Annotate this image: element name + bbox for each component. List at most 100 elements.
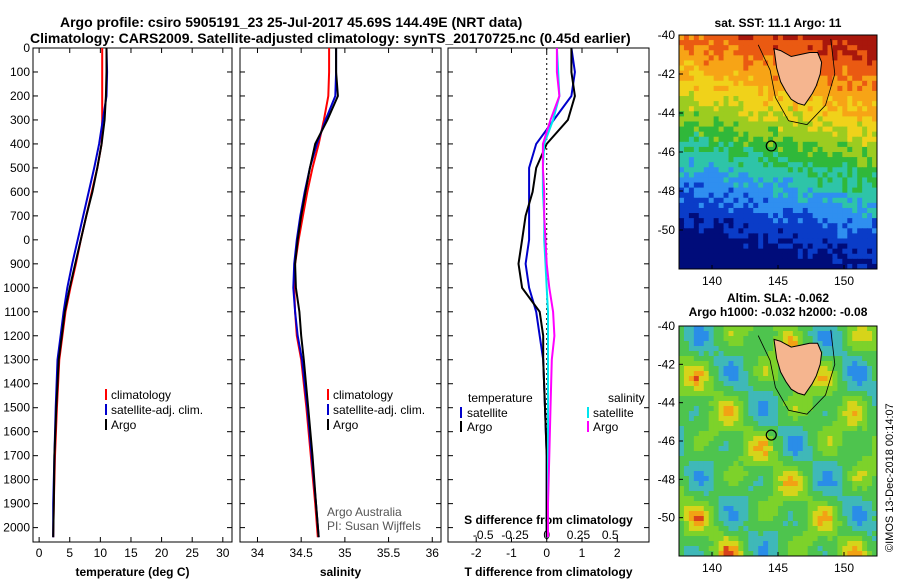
map-title: sat. SST: 11.1 Argo: 11 xyxy=(715,16,842,30)
map-title-line-1: Altim. SLA: -0.062 xyxy=(727,291,829,305)
legend-label: climatology xyxy=(111,388,171,402)
x-tick-label: 145 xyxy=(768,274,788,288)
y-tick-label: 100 xyxy=(10,65,30,79)
y-tick-label: 2000 xyxy=(3,521,30,535)
series-line-temperature-argo xyxy=(517,48,576,538)
x-tick-label: 145 xyxy=(768,561,788,575)
x-axis-label: temperature (deg C) xyxy=(75,565,189,579)
legend-label: satellite xyxy=(467,406,508,420)
y-tick-label: 1500 xyxy=(3,401,30,415)
secondary-tick-label: -0.25 xyxy=(501,528,529,542)
legend-label: Argo xyxy=(593,420,619,434)
y-tick-label: -46 xyxy=(658,145,676,159)
legend-label: Argo xyxy=(111,418,137,432)
secondary-tick-label: -0.5 xyxy=(473,528,494,542)
x-axis-label: T difference from climatology xyxy=(464,565,632,579)
note-line-2: PI: Susan Wijffels xyxy=(327,519,421,533)
legend-label: satellite xyxy=(593,406,634,420)
tasmania-land xyxy=(773,338,823,396)
y-tick-label: -44 xyxy=(658,396,676,410)
series-line-salinity-argo_salinity xyxy=(541,48,561,538)
y-tick-label: 1200 xyxy=(3,329,30,343)
y-tick-label: -40 xyxy=(658,319,676,333)
y-tick-label: 600 xyxy=(10,185,30,199)
x-tick-label: -2 xyxy=(471,546,482,560)
legend-label: satellite-adj. clim. xyxy=(111,403,203,417)
y-tick-label: 1300 xyxy=(3,353,30,367)
y-tick-label: 500 xyxy=(10,161,30,175)
x-tick-label: 34 xyxy=(251,546,265,560)
legend-label: Argo xyxy=(467,420,493,434)
x-tick-label: 30 xyxy=(216,546,230,560)
heatmap-cells xyxy=(679,326,877,556)
y-tick-label: 1400 xyxy=(3,377,30,391)
y-tick-label: 1100 xyxy=(4,305,30,319)
title-line-1: Argo profile: csiro 5905191_23 25-Jul-20… xyxy=(60,14,522,30)
shelf-contour xyxy=(757,38,836,126)
plot-frame xyxy=(239,47,442,543)
y-tick-label: 1700 xyxy=(3,449,30,463)
y-tick-label: 400 xyxy=(10,137,30,151)
map-title-line-2: Argo h1000: -0.032 h2000: -0.08 xyxy=(689,305,868,319)
land-masses xyxy=(757,329,836,415)
x-tick-label: 150 xyxy=(834,561,854,575)
legend-label: climatology xyxy=(333,388,393,402)
y-tick-label: 0 xyxy=(23,41,30,55)
y-tick-label: 300 xyxy=(10,113,30,127)
y-tick-label: -50 xyxy=(658,511,676,525)
y-tick-label: 1800 xyxy=(3,473,30,487)
sla-map-panel: 140 145 150 -40 -42 -44 -46 -48 -50 Altim. SLA: -… xyxy=(658,291,878,575)
x-tick-label: 140 xyxy=(702,274,722,288)
y-tick-label: -48 xyxy=(658,184,676,198)
legend-title-temperature: temperature xyxy=(468,391,533,405)
y-tick-label: 1600 xyxy=(3,425,30,439)
y-tick-label: 1000 xyxy=(3,281,30,295)
argo-position-marker xyxy=(765,140,777,152)
y-tick-label: 900 xyxy=(10,257,30,271)
x-tick-label: 5 xyxy=(66,546,73,560)
salinity-panel: 34 34.5 35 35.5 36 salinity climatologysatelli… xyxy=(239,47,442,579)
x-tick-label: 140 xyxy=(702,561,722,575)
x-tick-label: 35 xyxy=(338,546,352,560)
x-tick-label: -1 xyxy=(506,546,517,560)
x-tick-label: 35.5 xyxy=(377,546,401,560)
note-line-1: Argo Australia xyxy=(327,505,402,519)
y-tick-label: -42 xyxy=(658,357,676,371)
plot-frame xyxy=(32,47,233,543)
y-tick-label: -42 xyxy=(658,67,676,81)
shelf-contour xyxy=(757,329,836,415)
sst-map-panel: 140 145 150 -40 -42 -44 -46 -48 -50 sat. SST: 11.… xyxy=(658,16,878,288)
x-tick-label: 10 xyxy=(94,546,108,560)
series-line-argo xyxy=(294,48,339,538)
x-tick-label: 34.5 xyxy=(289,546,313,560)
land-masses xyxy=(757,38,836,126)
y-tick-label: -46 xyxy=(658,434,676,448)
temperature-panel: 0 5 10 15 20 25 30 temperature (deg C) 0 100 200 30… xyxy=(3,41,233,579)
x-tick-label: 20 xyxy=(155,546,169,560)
title-line-2: Climatology: CARS2009. Satellite-adjuste… xyxy=(30,30,631,46)
x-tick-label: 0 xyxy=(543,546,550,560)
x-tick-label: 1 xyxy=(579,546,586,560)
tasmania-land xyxy=(773,48,823,106)
x-tick-label: 15 xyxy=(124,546,138,560)
y-tick-label: 0 xyxy=(23,233,30,247)
heatmap-cells xyxy=(679,35,877,269)
credit-text: ©IMOS 13-Dec-2018 00:14:07 xyxy=(884,403,896,552)
y-tick-label: -40 xyxy=(658,28,676,42)
argo-position-marker xyxy=(765,429,777,441)
y-tick-label: 200 xyxy=(10,89,30,103)
legend-title-salinity: salinity xyxy=(608,391,645,405)
y-tick-label: 700 xyxy=(10,209,30,223)
y-tick-label: -44 xyxy=(658,106,676,120)
secondary-tick-label: 0.5 xyxy=(602,528,619,542)
x-tick-label: 2 xyxy=(614,546,621,560)
x-tick-label: 36 xyxy=(426,546,440,560)
legend-label: Argo xyxy=(333,418,359,432)
x-tick-label: 150 xyxy=(834,274,854,288)
legend-label: satellite-adj. clim. xyxy=(333,403,425,417)
x-tick-label: 25 xyxy=(186,546,200,560)
y-tick-label: 1900 xyxy=(3,497,30,511)
y-tick-label: -50 xyxy=(658,223,676,237)
x-axis-label: salinity xyxy=(320,565,362,579)
